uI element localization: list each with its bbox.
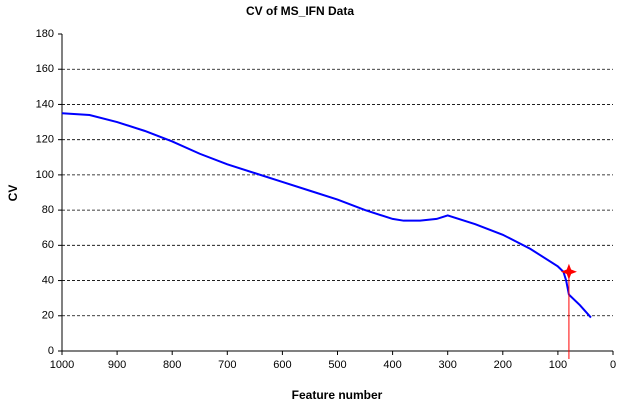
y-tick-label: 160 xyxy=(36,63,54,75)
x-axis-label: Feature number xyxy=(292,388,383,402)
x-tick-label: 600 xyxy=(273,359,291,371)
x-tick-label: 0 xyxy=(610,359,616,371)
x-tick-label: 300 xyxy=(439,359,457,371)
y-tick-label: 0 xyxy=(48,345,54,357)
x-tick-label: 400 xyxy=(383,359,401,371)
x-tick-label: 900 xyxy=(108,359,126,371)
x-tick-label: 800 xyxy=(163,359,181,371)
x-tick-label: 200 xyxy=(494,359,512,371)
y-tick-label: 180 xyxy=(36,28,54,40)
y-tick-label: 40 xyxy=(42,274,54,286)
y-tick-label: 140 xyxy=(36,98,54,110)
y-tick-label: 120 xyxy=(36,134,54,146)
y-tick-label: 100 xyxy=(36,169,54,181)
chart-title: CV of MS_IFN Data xyxy=(246,4,354,18)
y-tick-label: 80 xyxy=(42,204,54,216)
x-tick-label: 700 xyxy=(218,359,236,371)
x-tick-label: 100 xyxy=(549,359,567,371)
x-tick-label: 1000 xyxy=(50,359,74,371)
y-axis-label: CV xyxy=(6,185,20,202)
x-tick-label: 500 xyxy=(328,359,346,371)
y-tick-label: 20 xyxy=(42,310,54,322)
data-line xyxy=(61,112,592,319)
y-tick-label: 60 xyxy=(42,239,54,251)
highlight-star xyxy=(560,263,577,280)
